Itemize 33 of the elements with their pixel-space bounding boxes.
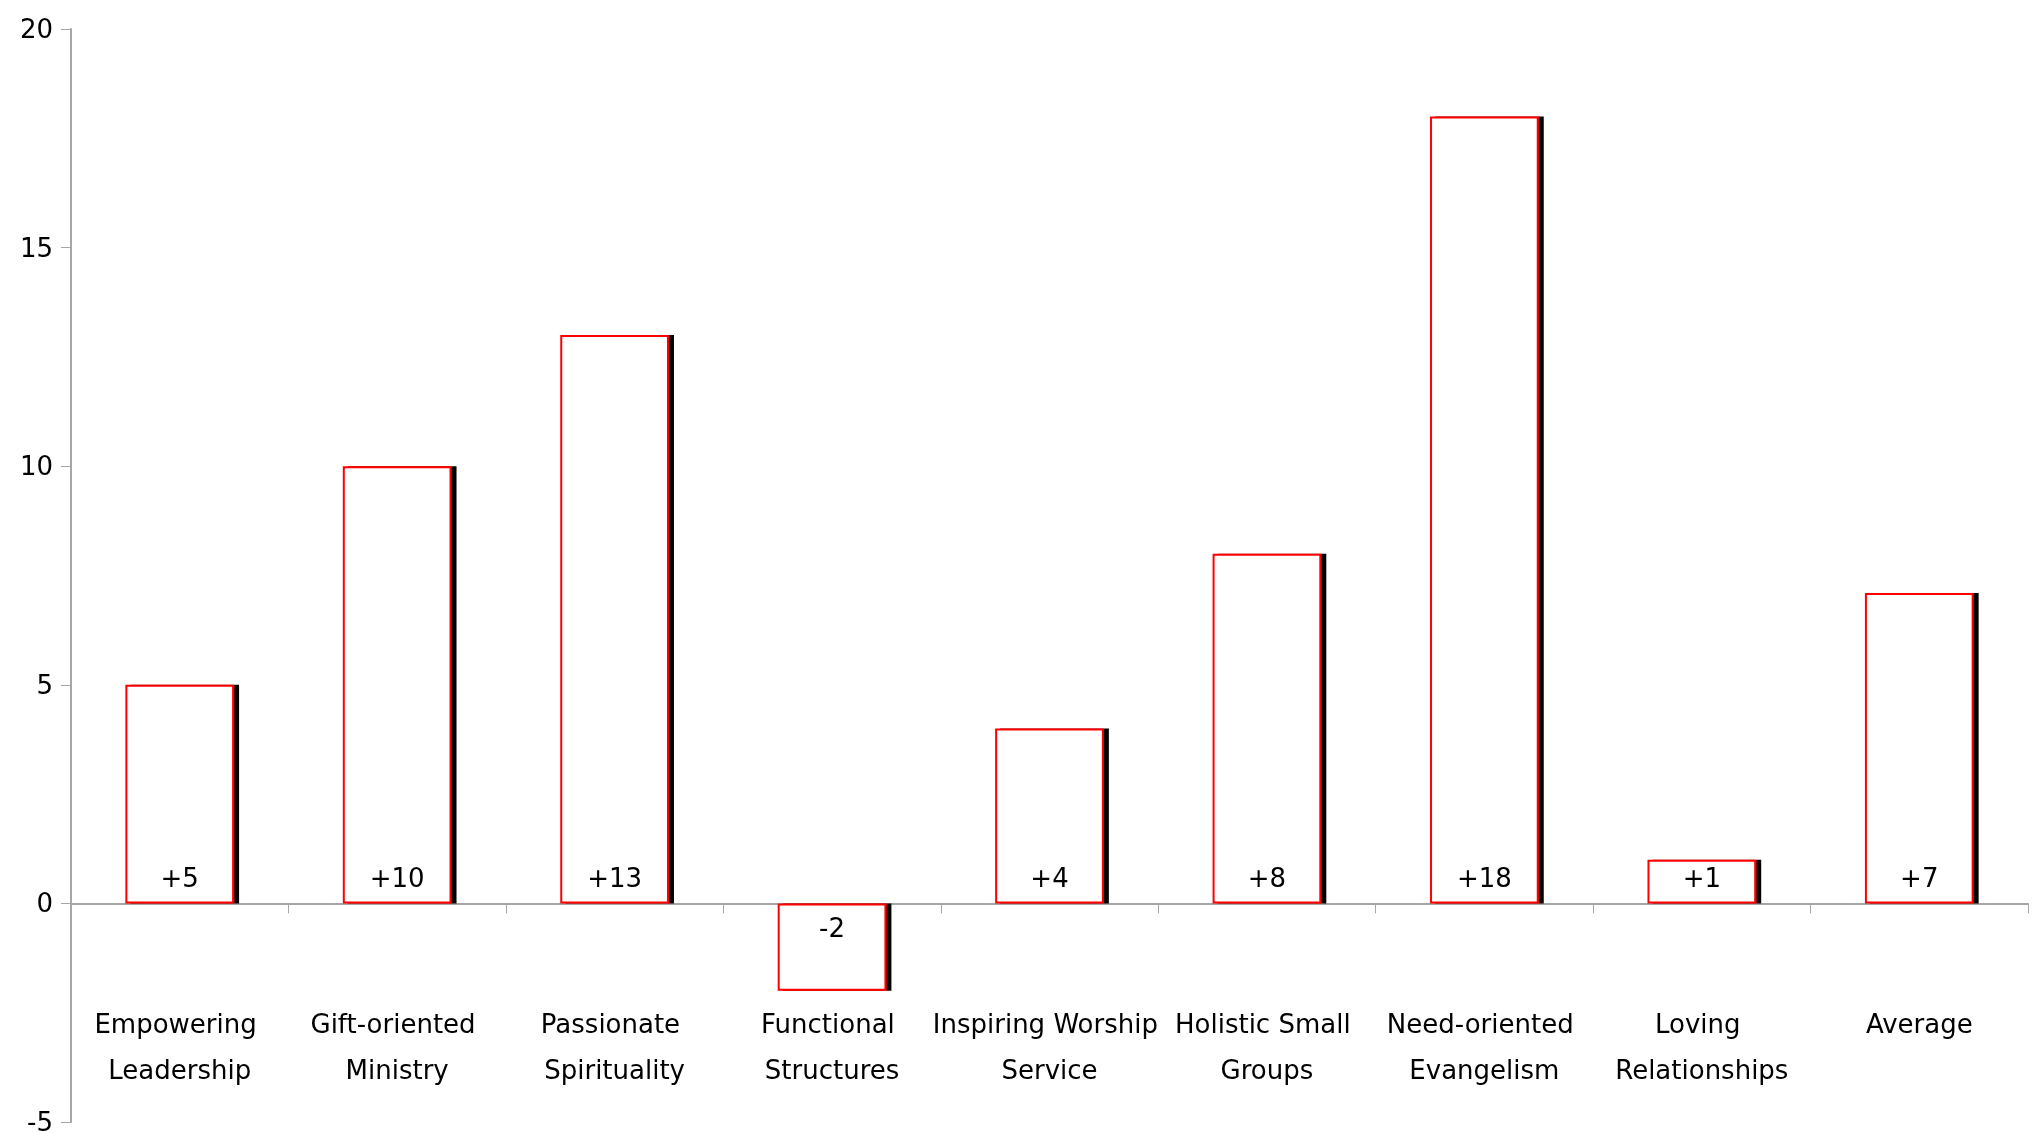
x-tick-label: Average (1865, 1009, 1973, 1040)
x-tick-label: Need-oriented Evangelism (1386, 1009, 1582, 1086)
data-label: -2 (819, 913, 846, 944)
bar (1430, 116, 1539, 904)
data-label: +7 (1900, 863, 1939, 894)
data-label: +10 (369, 863, 425, 894)
data-label: +8 (1247, 863, 1287, 894)
y-tick-label: -5 (27, 1107, 53, 1134)
y-tick-label: 15 (19, 232, 53, 263)
bar (1864, 592, 1974, 904)
bar (1212, 553, 1322, 904)
y-tick-label: 10 (19, 451, 53, 482)
data-label: +4 (1030, 863, 1069, 894)
y-tick-label: 5 (36, 669, 53, 700)
y-tick-label: 20 (19, 14, 53, 44)
x-tick-label: Functional Structures (761, 1009, 904, 1086)
bar (560, 335, 669, 904)
x-tick-label: Loving Relationships (1615, 1009, 1789, 1086)
data-label: +1 (1682, 863, 1721, 894)
data-label: +5 (160, 863, 199, 894)
bar (125, 684, 235, 904)
x-tick-label: Empowering Leadership (94, 1009, 266, 1086)
bar (995, 728, 1104, 904)
bar (342, 466, 452, 904)
x-tick-label: Gift-oriented Ministry (310, 1009, 484, 1086)
x-tick-label: Holistic Small Groups (1174, 1009, 1359, 1086)
y-tick-label: 0 (36, 888, 53, 919)
x-tick-label: Inspiring Worship Service (932, 1009, 1167, 1086)
data-label: +18 (1456, 863, 1512, 894)
bar (1647, 859, 1757, 904)
data-label: +13 (587, 863, 643, 894)
x-tick-label: Passionate Spirituality (540, 1009, 689, 1086)
bar (777, 903, 887, 991)
